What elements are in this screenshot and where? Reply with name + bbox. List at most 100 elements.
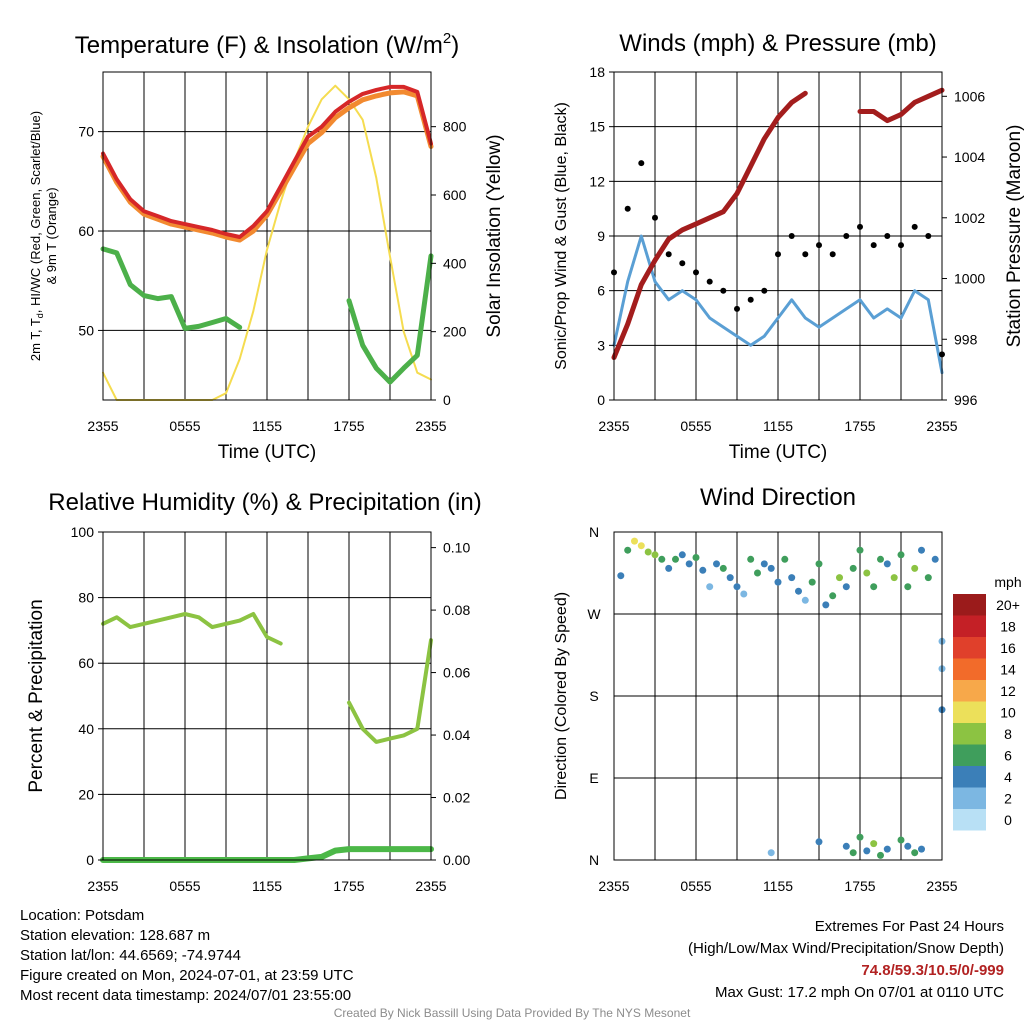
- direction-point: [836, 574, 843, 582]
- x-tick-label: 1155: [252, 878, 282, 894]
- colorbar-label: 16: [1000, 640, 1016, 656]
- gust-point: [857, 223, 863, 230]
- direction-point: [918, 845, 925, 853]
- x-tick-label: 2355: [926, 418, 957, 434]
- temp-2m-line: [101, 84, 433, 239]
- gust-point: [802, 251, 809, 258]
- rh-ylabel: Percent & Precipitation: [26, 599, 47, 792]
- colorbar-swatch: [953, 615, 986, 637]
- direction-point: [801, 596, 809, 604]
- rh-grid: [103, 532, 431, 860]
- direction-point: [856, 546, 864, 554]
- x-tick-label: 1755: [844, 878, 875, 894]
- x-tick-label: 2355: [415, 418, 446, 434]
- y-tick-label: 0: [597, 392, 605, 408]
- y2-tick-label: 0.06: [443, 665, 470, 681]
- colorbar-label: 20+: [996, 597, 1020, 613]
- gust-point: [747, 296, 754, 303]
- colorbar-label: 0: [1004, 812, 1012, 828]
- gust-point: [829, 251, 836, 258]
- direction-point: [740, 590, 748, 598]
- y2-tick-label: 0: [443, 392, 451, 408]
- x-tick-label: 1155: [763, 878, 793, 894]
- x-tick-label: 2355: [87, 418, 118, 434]
- direction-point: [774, 578, 782, 586]
- wind-speed-line: [612, 234, 944, 375]
- colorbar-swatch: [953, 701, 986, 723]
- direction-point: [726, 574, 734, 582]
- wind-y2label: Station Pressure (Maroon): [1004, 125, 1024, 348]
- direction-point: [911, 849, 919, 857]
- colorbar-swatch: [953, 809, 986, 831]
- gust-point: [884, 233, 891, 239]
- colorbar-swatch: [953, 744, 986, 766]
- wind-panel: Winds (mph) & Pressure (mb) 2355 0555 1155…: [553, 30, 1024, 463]
- dir-panel: Wind Direction N E S W N 2355 0555 1155 1755 2355…: [553, 484, 1022, 894]
- y-tick-label: 50: [78, 322, 94, 338]
- direction-point: [795, 587, 802, 595]
- y2-tick-label: 1000: [954, 271, 985, 287]
- direction-point: [870, 583, 878, 591]
- x-tick-label: 0555: [169, 418, 200, 434]
- rh-frame: [102, 531, 432, 861]
- direction-point: [849, 849, 857, 857]
- direction-point: [904, 583, 912, 591]
- direction-point: [904, 842, 912, 850]
- direction-tick-label: N: [589, 852, 599, 868]
- direction-point: [877, 555, 884, 563]
- y2-tick-label: 0.08: [443, 602, 470, 618]
- y2-tick-label: 400: [443, 255, 467, 271]
- info-created: Figure created on Mon, 2024-07-01, at 23…: [20, 967, 354, 984]
- direction-point: [842, 842, 850, 850]
- temp-ylabel-line1: 2m T, Td, HI/WC (Red, Green, Scarlet/Blu…: [28, 111, 45, 361]
- temp-xlabel: Time (UTC): [218, 442, 317, 463]
- y-tick-label: 40: [78, 721, 94, 737]
- station-pressure-line: [611, 90, 808, 360]
- y-tick-label: 18: [589, 64, 605, 80]
- direction-point: [931, 555, 939, 563]
- y-tick-label: 60: [78, 655, 94, 671]
- extremes-title: Extremes For Past 24 Hours: [814, 918, 1004, 935]
- gust-point: [898, 242, 904, 249]
- x-tick-label: 2355: [87, 878, 118, 894]
- gust-point: [816, 242, 822, 249]
- temp-ticks: 2355 0555 1155 1755 2355 50 60 70 0 200 400 600 800: [78, 119, 466, 434]
- direction-point: [617, 572, 625, 580]
- direction-point: [788, 574, 796, 582]
- gust-point: [870, 242, 877, 249]
- wind-grid: [614, 72, 942, 400]
- direction-point: [822, 601, 830, 609]
- direction-point: [883, 560, 891, 568]
- direction-point: [672, 555, 679, 563]
- wind-xlabel: Time (UTC): [729, 442, 828, 463]
- colorbar-label: 12: [1000, 683, 1016, 699]
- direction-point: [760, 560, 768, 568]
- direction-point: [631, 537, 638, 545]
- temp-title: Temperature (F) & Insolation (W/m2): [75, 30, 459, 59]
- direction-point: [665, 564, 673, 572]
- x-tick-label: 0555: [680, 418, 711, 434]
- y2-tick-label: 0.00: [443, 852, 470, 868]
- direction-point: [624, 546, 632, 554]
- gust-point: [734, 305, 740, 312]
- colorbar-swatch: [953, 637, 986, 659]
- extremes-subtitle: (High/Low/Max Wind/Precipitation/Snow De…: [688, 940, 1004, 957]
- dewpoint-line: [100, 246, 243, 331]
- direction-point: [918, 546, 925, 554]
- colorbar-label: 18: [1000, 619, 1016, 635]
- temp-panel: Temperature (F) & Insolation (W/m2) 2355…: [28, 30, 505, 463]
- colorbar-label: 8: [1004, 726, 1012, 742]
- dir-ticks: N E S W N 2355 0555 1155 1755 2355: [587, 524, 957, 894]
- wind-ylabel: Sonic/Prop Wind & Gust (Blue, Black): [553, 102, 570, 370]
- colorbar-label: 10: [1000, 705, 1016, 721]
- x-tick-label: 2355: [598, 418, 629, 434]
- direction-point: [699, 566, 707, 574]
- y-tick-label: 20: [78, 786, 94, 802]
- dir-series: [617, 537, 946, 859]
- gust-point: [911, 223, 918, 230]
- direction-point: [829, 592, 837, 600]
- colorbar-label: 4: [1004, 769, 1012, 785]
- colorbar-swatch: [953, 594, 986, 616]
- y-tick-label: 15: [589, 119, 605, 135]
